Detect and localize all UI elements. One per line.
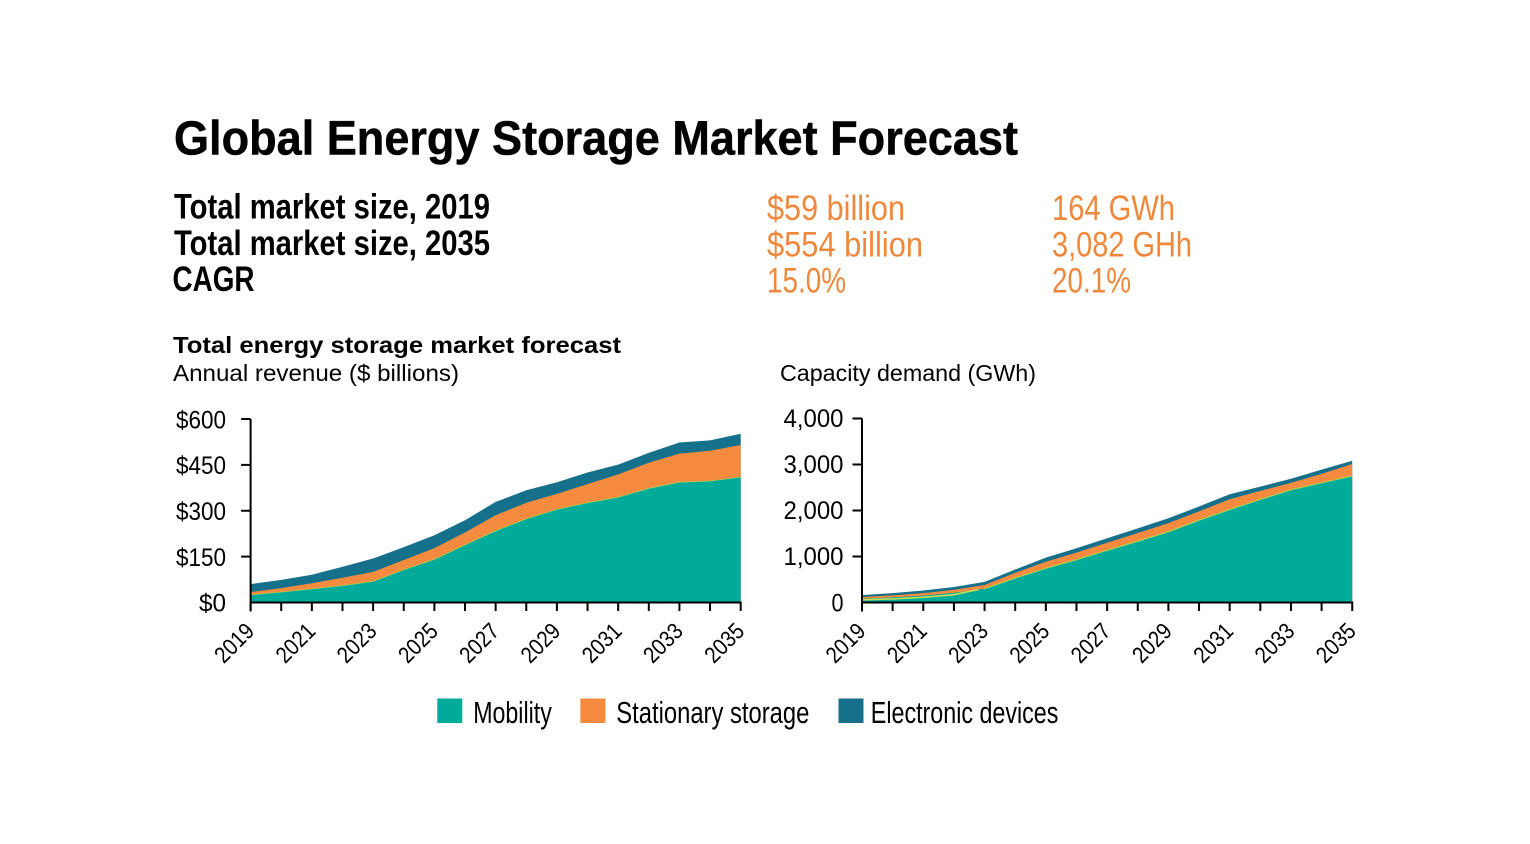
- svg-text:Electronic devices: Electronic devices: [871, 696, 1059, 730]
- svg-text:Annual revenue ($ billions): Annual revenue ($ billions): [173, 360, 459, 386]
- svg-text:$554 billion: $554 billion: [767, 226, 923, 265]
- svg-text:164 GWh: 164 GWh: [1052, 189, 1175, 228]
- svg-text:$450: $450: [176, 452, 226, 480]
- svg-text:$300: $300: [176, 498, 226, 526]
- svg-text:Global Energy Storage Market F: Global Energy Storage Market Forecast: [174, 111, 1018, 165]
- svg-text:$0: $0: [199, 589, 226, 617]
- svg-text:Total energy storage market fo: Total energy storage market forecast: [173, 332, 621, 358]
- svg-text:3,000: 3,000: [784, 451, 844, 479]
- svg-text:Total market size, 2019: Total market size, 2019: [174, 188, 490, 227]
- svg-text:CAGR: CAGR: [173, 260, 255, 299]
- svg-text:15.0%: 15.0%: [767, 262, 846, 301]
- svg-text:3,082 GHh: 3,082 GHh: [1052, 226, 1192, 265]
- svg-text:1,000: 1,000: [784, 543, 844, 571]
- svg-text:Total market size, 2035: Total market size, 2035: [174, 224, 490, 263]
- svg-text:$59 billion: $59 billion: [767, 189, 905, 228]
- svg-text:0: 0: [832, 589, 844, 617]
- svg-text:20.1%: 20.1%: [1052, 262, 1131, 301]
- svg-text:Capacity demand (GWh): Capacity demand (GWh): [780, 360, 1036, 386]
- svg-text:2,000: 2,000: [784, 497, 844, 525]
- svg-text:Stationary storage: Stationary storage: [616, 696, 809, 730]
- svg-text:4,000: 4,000: [784, 405, 844, 433]
- svg-text:$600: $600: [176, 406, 226, 434]
- svg-text:Mobility: Mobility: [473, 696, 552, 730]
- svg-text:$150: $150: [176, 544, 226, 572]
